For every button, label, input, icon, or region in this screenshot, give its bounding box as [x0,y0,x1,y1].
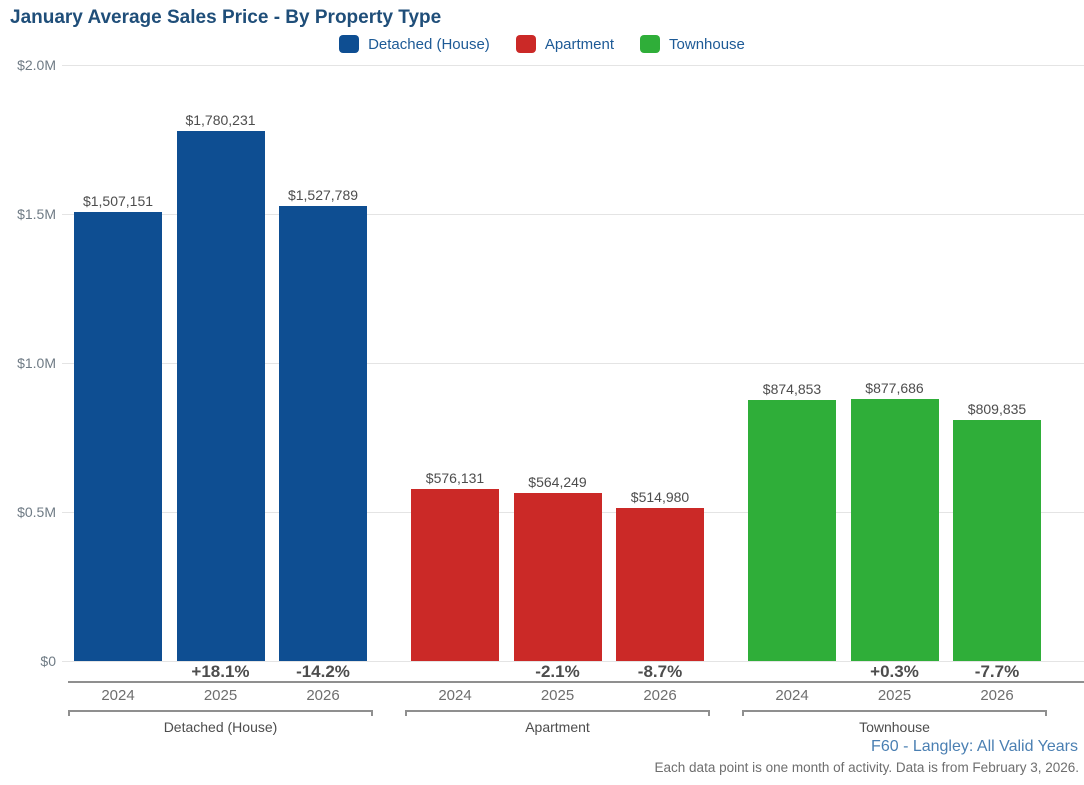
data-source-link[interactable]: F60 - Langley: All Valid Years [871,738,1078,755]
bar-value-label: $874,853 [762,381,822,398]
x-tick-label: 2024 [775,687,809,704]
legend-item-1[interactable]: Apartment [515,35,615,53]
x-tick-label: 2024 [101,687,135,704]
bar-value-label: $877,686 [865,380,924,397]
axis-group-2: +0.3% -7.7% 2024 2025 2026 Townhouse [742,661,1047,741]
x-tick-label: 2025 [877,687,912,704]
group-label: Apartment [525,719,590,735]
legend-item-2[interactable]: Townhouse [640,35,745,53]
bar-detached-house-2024[interactable]: $1,507,151 [74,193,162,661]
group-label: Detached (House) [163,719,278,735]
pct-change-label: +0.3% [870,662,919,681]
group-bracket [742,710,1047,716]
pct-change-label [748,662,836,682]
group-label: Townhouse [859,719,930,735]
legend-swatch-icon [640,35,661,53]
bar-townhouse-2025[interactable]: $877,686 [850,380,939,661]
year-row: 2024 2025 2026 [405,687,710,704]
bar-value-label: $576,131 [425,470,485,487]
y-tick-label: $1.5M [17,206,56,222]
bar-value-label: $1,780,231 [185,111,256,128]
legend-swatch-icon [515,35,536,53]
pct-change-row: -2.1% -8.7% [405,662,710,682]
bar-detached-house-2025[interactable]: $1,780,231 [176,112,265,661]
bar-apartment-2026[interactable]: $514,980 [616,489,704,661]
x-tick-label: 2026 [306,687,340,704]
x-tick-label: 2024 [438,687,472,704]
bar-townhouse-2026[interactable]: $809,835 [953,401,1041,661]
bar-detached-house-2026[interactable]: $1,527,789 [279,187,367,661]
bar-group-1: $576,131 $564,249 $514,980 [405,65,710,661]
axis-group-0: +18.1% -14.2% 2024 2025 2026 Detached (House) [68,661,373,741]
legend: Detached (House) Apartment Townhouse [0,32,1084,56]
x-tick-label: 2026 [980,687,1014,704]
y-tick-label: $2.0M [17,57,56,73]
bar-townhouse-2024[interactable]: $874,853 [748,381,836,661]
pct-change-row: +18.1% -14.2% [68,662,373,682]
legend-swatch-icon [339,35,360,53]
bar-group-0: $1,507,151 $1,780,231 $1,527,789 [68,65,373,661]
pct-change-label: -14.2% [296,662,350,681]
bar-value-label: $1,507,151 [82,192,154,209]
x-tick-label: 2025 [203,687,238,704]
legend-item-0[interactable]: Detached (House) [339,35,490,53]
pct-change-label [74,662,162,682]
gridline [62,362,1084,364]
bar-apartment-2025[interactable]: $564,249 [513,474,602,661]
bar-value-label: $514,980 [630,488,690,505]
pct-change-label: +18.1% [191,662,250,681]
x-axis-area: +18.1% -14.2% 2024 2025 2026 Detached (House)… [68,661,1084,741]
axis-group-1: -2.1% -8.7% 2024 2025 2026 Apartment [405,661,710,741]
gridline [62,64,1084,66]
group-bracket [68,710,373,716]
x-axis-line [68,681,1084,683]
y-tick-label: $0 [40,653,56,669]
chart-title: January Average Sales Price - By Propert… [10,7,442,28]
year-row: 2024 2025 2026 [68,687,373,704]
group-bracket [405,710,710,716]
data-footnote: Each data point is one month of activity… [654,760,1079,775]
year-row: 2024 2025 2026 [742,687,1047,704]
pct-change-label [411,662,499,682]
pct-change-label: -2.1% [535,662,580,681]
x-tick-label: 2025 [540,687,575,704]
bar-value-label: $809,835 [967,400,1027,417]
plot-area: $1,507,151 $1,780,231 $1,527,789 $576,131 $5… [62,64,1084,662]
bar-value-label: $564,249 [528,473,587,490]
bar-value-label: $1,527,789 [287,186,359,203]
legend-label: Detached (House) [368,35,490,53]
legend-label: Townhouse [669,35,745,53]
y-tick-label: $0.5M [17,504,56,520]
pct-change-row: +0.3% -7.7% [742,662,1047,682]
y-axis-labels: $0 $0.5M $1.0M $1.5M $2.0M [0,57,56,669]
bar-apartment-2024[interactable]: $576,131 [411,470,499,661]
gridline [62,213,1084,215]
pct-change-label: -7.7% [974,662,1020,681]
gridline [62,660,1084,662]
legend-label: Apartment [544,35,615,53]
bar-group-2: $874,853 $877,686 $809,835 [742,65,1047,661]
y-tick-label: $1.0M [17,355,56,371]
x-tick-label: 2026 [643,687,677,704]
pct-change-label: -8.7% [637,662,683,681]
